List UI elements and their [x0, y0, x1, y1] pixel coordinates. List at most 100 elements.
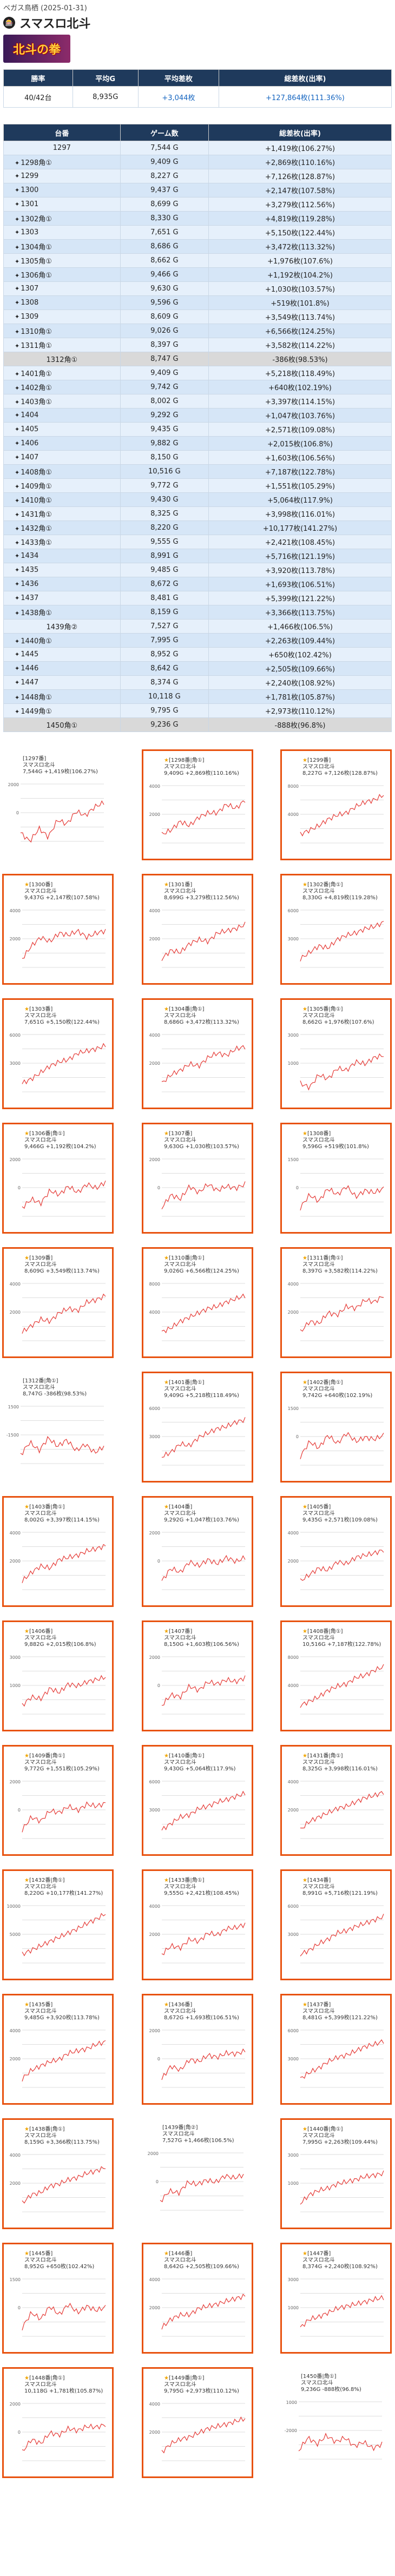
table-row[interactable]: ✦ 1301 8,699 G +3,279枚(112.56%) [3, 197, 392, 212]
graph-card[interactable]: ★[1300番] スマスロ北斗 9,437G +2,147枚(107.58%) 400… [2, 874, 114, 985]
machine-number[interactable]: ✦ 1402角① [3, 380, 121, 394]
graph-card[interactable]: ★[1434番] スマスロ北斗 8,991G +5,716枚(121.19%) 600… [280, 1869, 392, 1980]
machine-number[interactable]: ✦ 1401角① [3, 366, 121, 380]
machine-number[interactable]: 1312角① [3, 352, 121, 366]
table-row[interactable]: ✦ 1403角① 8,002 G +3,397枚(114.15%) [3, 394, 392, 409]
table-row[interactable]: 1312角① 8,747 G -386枚(98.53%) [3, 352, 392, 366]
graph-card[interactable]: ★[1402番|角①] スマスロ北斗 9,742G +640枚(102.19%) 15… [280, 1372, 392, 1483]
graph-card[interactable]: ★[1440番|角①] スマスロ北斗 7,995G +2,263枚(109.44%)… [280, 2118, 392, 2229]
graph-card[interactable]: ★[1404番] スマスロ北斗 9,292G +1,047枚(103.76%) 200… [142, 1496, 253, 1607]
table-row[interactable]: ✦ 1306角① 9,466 G +1,192枚(104.2%) [3, 267, 392, 282]
graph-card[interactable]: ★[1405番] スマスロ北斗 9,435G +2,571枚(109.08%) 400… [280, 1496, 392, 1607]
table-row[interactable]: ✦ 1305角① 8,662 G +1,976枚(107.6%) [3, 253, 392, 268]
graph-card[interactable]: ★[1304番|角①] スマスロ北斗 8,686G +3,472枚(113.32%)… [142, 998, 253, 1109]
table-row[interactable]: ✦ 1433角① 9,555 G +2,421枚(108.45%) [3, 535, 392, 549]
graph-card[interactable]: ★[1410番|角①] スマスロ北斗 9,430G +5,064枚(117.9%) 6… [142, 1745, 253, 1856]
machine-number[interactable]: ✦ 1410角① [3, 492, 121, 507]
graph-card[interactable]: ★[1307番] スマスロ北斗 9,630G +1,030枚(103.57%) 200… [142, 1123, 253, 1234]
graph-card[interactable]: ★[1401番|角①] スマスロ北斗 9,409G +5,218枚(118.49%)… [142, 1372, 253, 1483]
machine-number[interactable]: ✦ 1434 [3, 549, 121, 563]
machine-number[interactable]: ✦ 1407 [3, 450, 121, 465]
machine-number[interactable]: ✦ 1437 [3, 591, 121, 605]
table-row[interactable]: ✦ 1409角① 9,772 G +1,551枚(105.29%) [3, 478, 392, 493]
graph-card[interactable]: ★[1408番|角①] スマスロ北斗 10,516G +7,187枚(122.78%… [280, 1620, 392, 1731]
table-row[interactable]: ✦ 1448角① 10,118 G +1,781枚(105.87%) [3, 689, 392, 704]
table-row[interactable]: ✦ 1407 8,150 G +1,603枚(106.56%) [3, 450, 392, 465]
graph-card[interactable]: [1312番|角①] スマスロ北斗 8,747G -386枚(98.53%) 1500… [2, 1372, 114, 1483]
table-row[interactable]: ✦ 1435 9,485 G +3,920枚(113.78%) [3, 563, 392, 577]
table-row[interactable]: ✦ 1437 8,481 G +5,399枚(121.22%) [3, 591, 392, 605]
graph-card[interactable]: ★[1407番] スマスロ北斗 8,150G +1,603枚(106.56%) 200… [142, 1620, 253, 1731]
graph-card[interactable]: ★[1445番] スマスロ北斗 8,952G +650枚(102.42%) 1500 0 [2, 2243, 114, 2354]
graph-card[interactable]: ★[1447番] スマスロ北斗 8,374G +2,240枚(108.92%) 300… [280, 2243, 392, 2354]
graph-card[interactable]: ★[1311番|角①] スマスロ北斗 8,397G +3,582枚(114.22%)… [280, 1247, 392, 1358]
graph-card[interactable]: ★[1432番|角①] スマスロ北斗 8,220G +10,177枚(141.27%… [2, 1869, 114, 1980]
table-row[interactable]: ✦ 1299 8,227 G +7,126枚(128.87%) [3, 169, 392, 183]
graph-card[interactable]: ★[1302番|角①] スマスロ北斗 8,330G +4,819枚(119.28%)… [280, 874, 392, 985]
machine-number[interactable]: ✦ 1301 [3, 197, 121, 212]
table-row[interactable]: ✦ 1446 8,642 G +2,505枚(109.66%) [3, 661, 392, 676]
table-row[interactable]: ✦ 1300 9,437 G +2,147枚(107.58%) [3, 183, 392, 197]
graph-card[interactable]: ★[1448番|角①] スマスロ北斗 10,118G +1,781枚(105.87%… [2, 2367, 114, 2478]
graph-card[interactable]: ★[1309番] スマスロ北斗 8,609G +3,549枚(113.74%) 400… [2, 1247, 114, 1358]
graph-card[interactable]: ★[1446番] スマスロ北斗 8,642G +2,505枚(109.66%) 400… [142, 2243, 253, 2354]
graph-card[interactable]: ★[1406番] スマスロ北斗 9,882G +2,015枚(106.8%) 3000… [2, 1620, 114, 1731]
table-row[interactable]: ✦ 1298角① 9,409 G +2,869枚(110.16%) [3, 155, 392, 169]
machine-number[interactable]: ✦ 1448角① [3, 689, 121, 704]
table-row[interactable]: ✦ 1302角① 8,330 G +4,819枚(119.28%) [3, 211, 392, 226]
table-row[interactable]: ✦ 1303 7,651 G +5,150枚(122.44%) [3, 225, 392, 240]
table-row[interactable]: ✦ 1310角① 9,026 G +6,566枚(124.25%) [3, 324, 392, 338]
graph-card[interactable]: ★[1438番|角①] スマスロ北斗 8,159G +3,366枚(113.75%)… [2, 2118, 114, 2229]
graph-card[interactable]: [1297番] スマスロ北斗 7,544G +1,419枚(106.27%) 2000… [2, 749, 114, 860]
graph-card[interactable]: ★[1436番] スマスロ北斗 8,672G +1,693枚(106.51%) 200… [142, 1994, 253, 2105]
graph-card[interactable]: ★[1308番] スマスロ北斗 9,596G +519枚(101.8%) 1500 0 [280, 1123, 392, 1234]
table-row[interactable]: ✦ 1434 8,991 G +5,716枚(121.19%) [3, 549, 392, 563]
graph-card[interactable]: ★[1431番|角①] スマスロ北斗 8,325G +3,998枚(116.01%)… [280, 1745, 392, 1856]
machine-number[interactable]: 1297 [3, 141, 121, 155]
graph-card[interactable]: ★[1306番|角①] スマスロ北斗 9,466G +1,192枚(104.2%) 2… [2, 1123, 114, 1234]
machine-number[interactable]: ✦ 1406 [3, 436, 121, 451]
machine-number[interactable]: ✦ 1309 [3, 309, 121, 324]
machine-number[interactable]: ✦ 1300 [3, 183, 121, 197]
table-row[interactable]: 1439角② 7,527 G +1,466枚(106.5%) [3, 619, 392, 634]
graph-card[interactable]: ★[1301番] スマスロ北斗 8,699G +3,279枚(112.56%) 400… [142, 874, 253, 985]
table-row[interactable]: ✦ 1445 8,952 G +650枚(102.42%) [3, 647, 392, 662]
machine-number[interactable]: ✦ 1440角① [3, 633, 121, 648]
table-row[interactable]: ✦ 1406 9,882 G +2,015枚(106.8%) [3, 436, 392, 451]
graph-card[interactable]: ★[1409番|角①] スマスロ北斗 9,772G +1,551枚(105.29%)… [2, 1745, 114, 1856]
machine-number[interactable]: ✦ 1432角① [3, 521, 121, 535]
graph-card[interactable]: ★[1437番] スマスロ北斗 8,481G +5,399枚(121.22%) 600… [280, 1994, 392, 2105]
machine-number[interactable]: ✦ 1307 [3, 281, 121, 296]
graph-card[interactable]: [1450番|角①] スマスロ北斗 9,236G -888枚(96.8%) 1000 -… [280, 2367, 392, 2478]
machine-number[interactable]: ✦ 1409角① [3, 478, 121, 493]
machine-number[interactable]: ✦ 1433角① [3, 535, 121, 549]
graph-card[interactable]: ★[1299番] スマスロ北斗 8,227G +7,126枚(128.87%) 800… [280, 749, 392, 860]
machine-number[interactable]: ✦ 1308 [3, 295, 121, 310]
graph-card[interactable]: ★[1305番|角①] スマスロ北斗 8,662G +1,976枚(107.6%) 3… [280, 998, 392, 1109]
table-row[interactable]: ✦ 1436 8,672 G +1,693枚(106.51%) [3, 577, 392, 591]
machine-number[interactable]: ✦ 1436 [3, 577, 121, 591]
table-row[interactable]: 1450角① 9,236 G -888枚(96.8%) [3, 717, 392, 732]
table-row[interactable]: ✦ 1405 9,435 G +2,571枚(109.08%) [3, 422, 392, 437]
table-row[interactable]: ✦ 1309 8,609 G +3,549枚(113.74%) [3, 309, 392, 324]
machine-number[interactable]: ✦ 1449角① [3, 703, 121, 718]
table-row[interactable]: ✦ 1431角① 8,325 G +3,998枚(116.01%) [3, 506, 392, 521]
graph-card[interactable]: ★[1403番|角①] スマスロ北斗 8,002G +3,397枚(114.15%)… [2, 1496, 114, 1607]
graph-card[interactable]: ★[1310番|角①] スマスロ北斗 9,026G +6,566枚(124.25%)… [142, 1247, 253, 1358]
table-row[interactable]: ✦ 1307 9,630 G +1,030枚(103.57%) [3, 281, 392, 296]
machine-number[interactable]: ✦ 1304角① [3, 239, 121, 254]
machine-number[interactable]: 1450角① [3, 717, 121, 732]
machine-number[interactable]: ✦ 1403角① [3, 394, 121, 409]
machine-number[interactable]: ✦ 1445 [3, 647, 121, 662]
graph-card[interactable]: [1439番|角②] スマスロ北斗 7,527G +1,466枚(106.5%) 20… [142, 2118, 253, 2229]
table-row[interactable]: ✦ 1432角① 8,220 G +10,177枚(141.27%) [3, 521, 392, 535]
machine-number[interactable]: ✦ 1302角① [3, 211, 121, 226]
graph-card[interactable]: ★[1435番] スマスロ北斗 9,485G +3,920枚(113.78%) 400… [2, 1994, 114, 2105]
machine-number[interactable]: ✦ 1305角① [3, 253, 121, 268]
machine-number[interactable]: ✦ 1447 [3, 675, 121, 690]
table-row[interactable]: ✦ 1440角① 7,995 G +2,263枚(109.44%) [3, 633, 392, 648]
table-row[interactable]: ✦ 1311角① 8,397 G +3,582枚(114.22%) [3, 338, 392, 352]
machine-number[interactable]: ✦ 1306角① [3, 267, 121, 282]
graph-card[interactable]: ★[1303番] スマスロ北斗 7,651G +5,150枚(122.44%) 600… [2, 998, 114, 1109]
machine-number[interactable]: ✦ 1310角① [3, 324, 121, 338]
